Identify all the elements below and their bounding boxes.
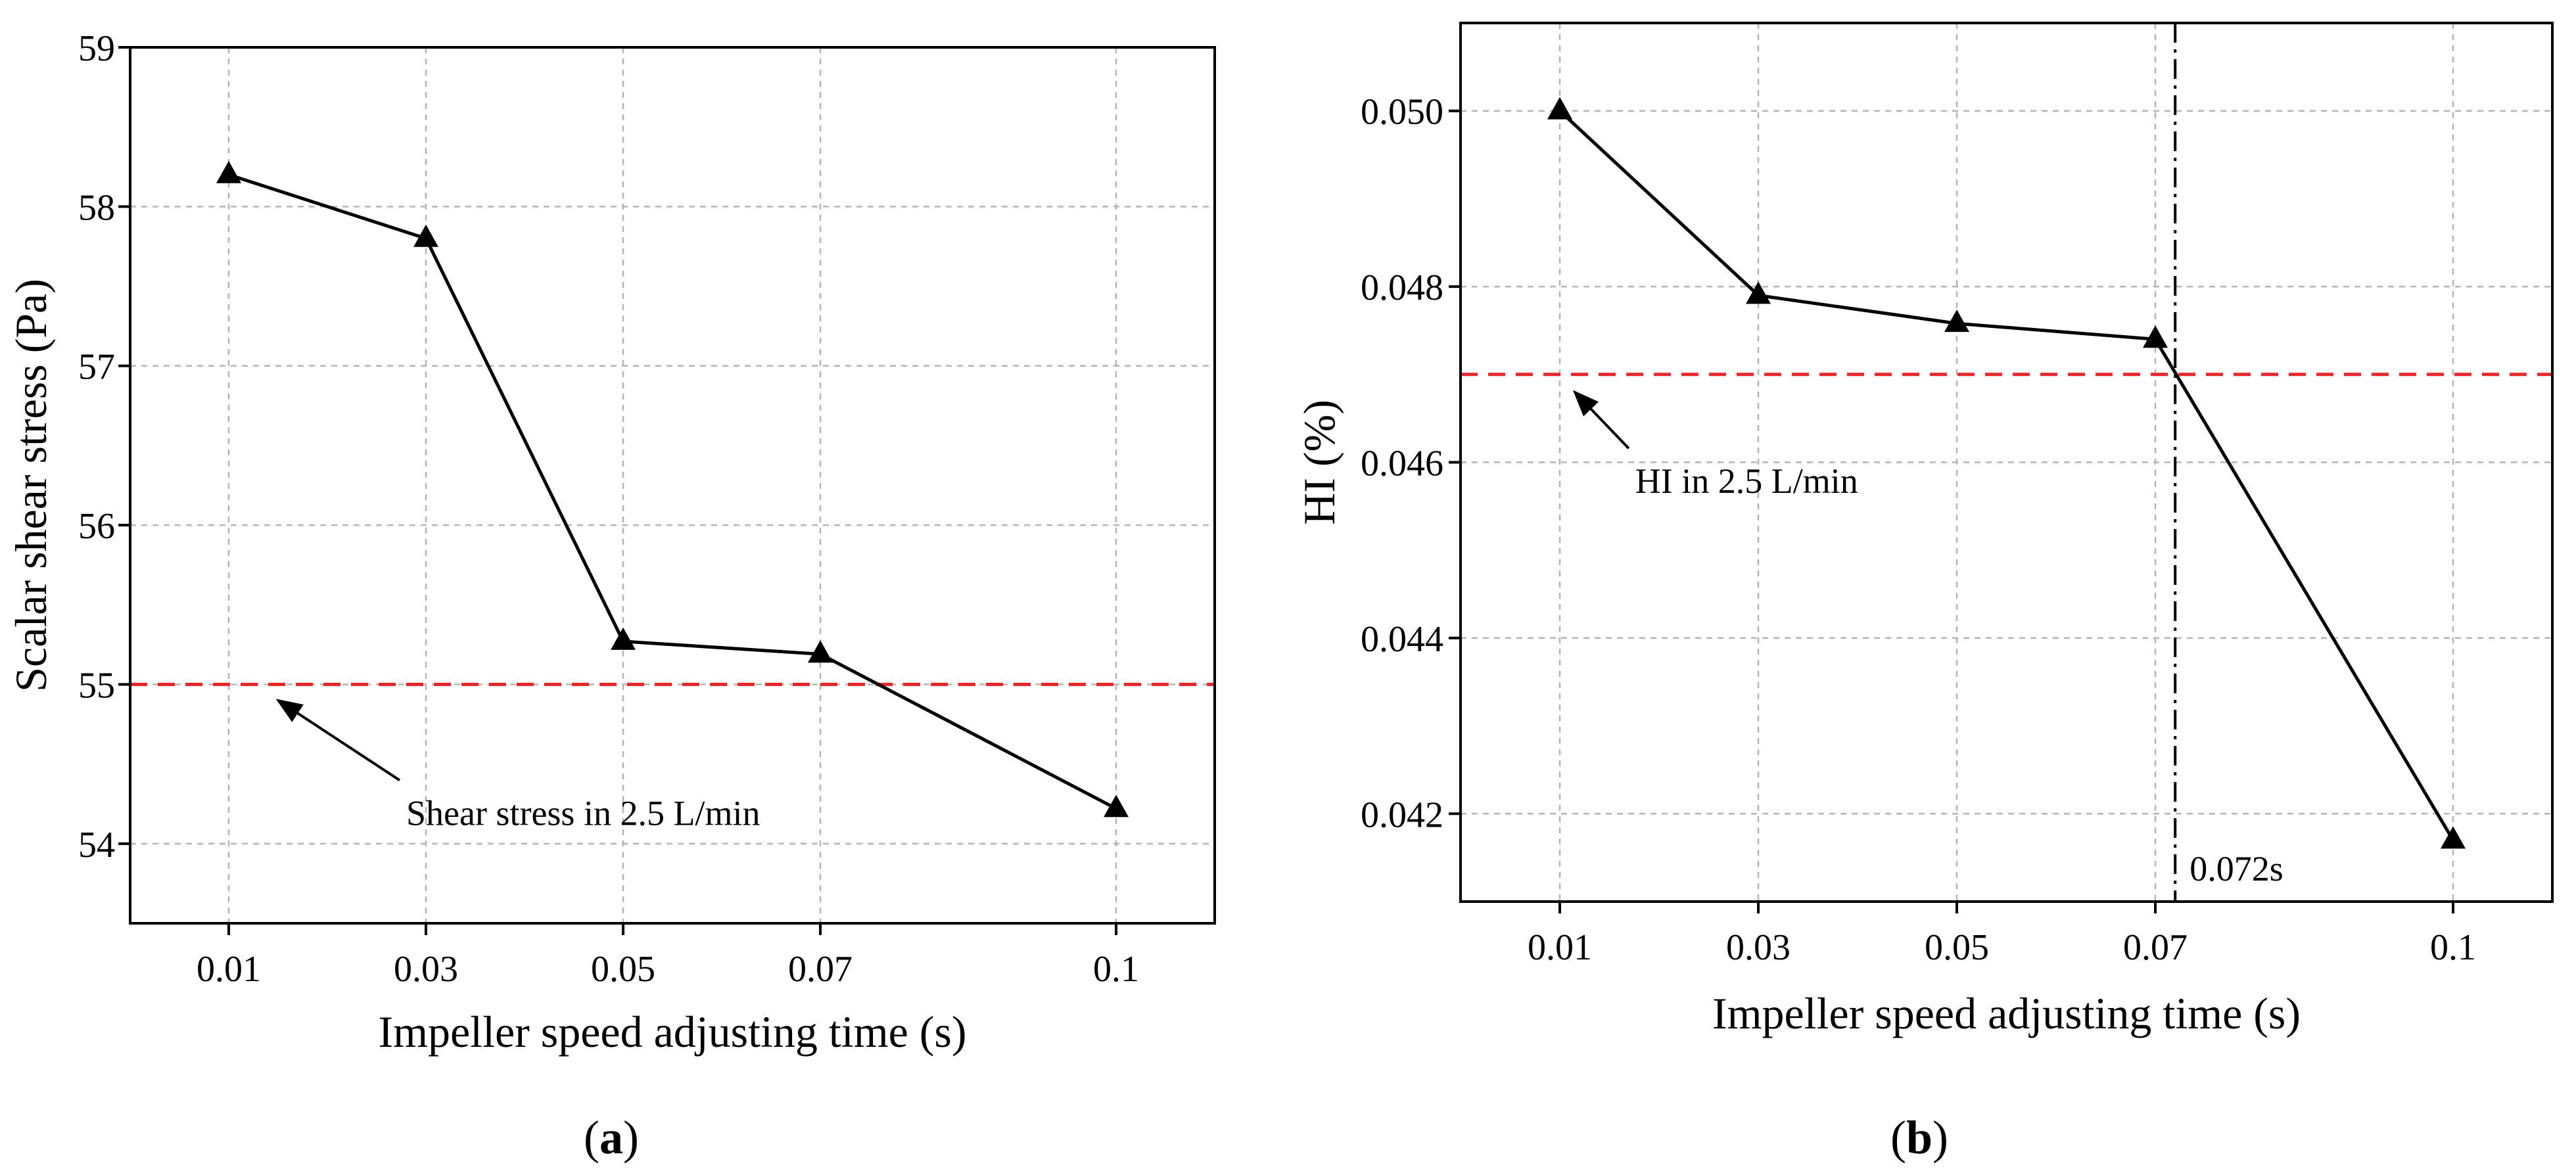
x-tick-label: 0.03 — [1726, 927, 1791, 968]
panel-label: (b) — [1890, 1111, 1948, 1164]
x-tick-label: 0.1 — [1093, 949, 1139, 990]
y-tick-label: 0.042 — [1361, 794, 1443, 835]
data-point-marker — [611, 627, 636, 650]
x-tick-label: 0.1 — [2430, 927, 2476, 968]
vertical-marker-label: 0.072s — [2190, 849, 2283, 888]
data-point-marker — [808, 640, 833, 663]
panel-label-letter: a — [599, 1111, 623, 1164]
y-tick-label: 54 — [78, 825, 115, 865]
panel-label-close: ) — [623, 1111, 639, 1164]
y-tick-label: 0.046 — [1361, 444, 1443, 484]
annotation-text: HI in 2.5 L/min — [1635, 461, 1858, 501]
x-axis-title: Impeller speed adjusting time (s) — [1712, 988, 2301, 1038]
y-tick-label: 57 — [78, 347, 115, 388]
y-tick-label: 56 — [78, 506, 115, 547]
panel-label-open: ( — [1890, 1111, 1906, 1164]
chart-panel-b: 0.072s 0.01 0.03 0.05 0.07 0.1 0.042 0.044 0.046… — [1294, 22, 2554, 1164]
annotation-arrow — [275, 699, 401, 782]
annotation-arrow — [1572, 390, 1630, 449]
x-tick-label: 0.05 — [1925, 927, 1989, 968]
data-point-marker — [2143, 325, 2168, 348]
y-tick-label: 58 — [78, 187, 115, 228]
y-tick-label: 0.050 — [1361, 92, 1443, 133]
panel-label: (a) — [584, 1111, 639, 1164]
data-point-marker — [1104, 794, 1129, 817]
data-point-marker — [1547, 97, 1572, 120]
x-tick-label: 0.03 — [394, 949, 458, 990]
y-tick-label: 59 — [78, 28, 115, 69]
x-tick-label: 0.01 — [197, 949, 261, 990]
x-tick-label: 0.07 — [2123, 927, 2188, 968]
panel-label-close: ) — [1932, 1111, 1948, 1164]
x-tick-label: 0.07 — [788, 949, 853, 990]
chart-panel-a: 0.01 0.03 0.05 0.07 0.1 54 55 56 57 58 59 Impeller … — [6, 28, 1216, 1164]
x-axis-title: Impeller speed adjusting time (s) — [378, 1007, 966, 1057]
panel-label-open: ( — [584, 1111, 599, 1164]
data-point-marker — [216, 160, 241, 183]
panel-label-letter: b — [1906, 1111, 1932, 1164]
data-point-marker — [413, 224, 438, 247]
y-axis-title: Scalar shear stress (Pa) — [6, 279, 56, 692]
y-tick-label: 0.048 — [1361, 267, 1443, 308]
y-tick-label: 55 — [78, 665, 115, 706]
plot-frame — [129, 46, 1216, 925]
x-tick-label: 0.01 — [1528, 927, 1592, 968]
series-line — [228, 173, 1117, 810]
annotation-text: Shear stress in 2.5 L/min — [406, 793, 760, 833]
data-point-marker — [1944, 310, 1969, 333]
data-point-marker — [2441, 826, 2466, 849]
y-tick-label: 0.044 — [1361, 619, 1443, 660]
y-axis-title: HI (%) — [1294, 400, 1344, 525]
x-tick-label: 0.05 — [591, 949, 655, 990]
data-point-marker — [1746, 281, 1771, 304]
